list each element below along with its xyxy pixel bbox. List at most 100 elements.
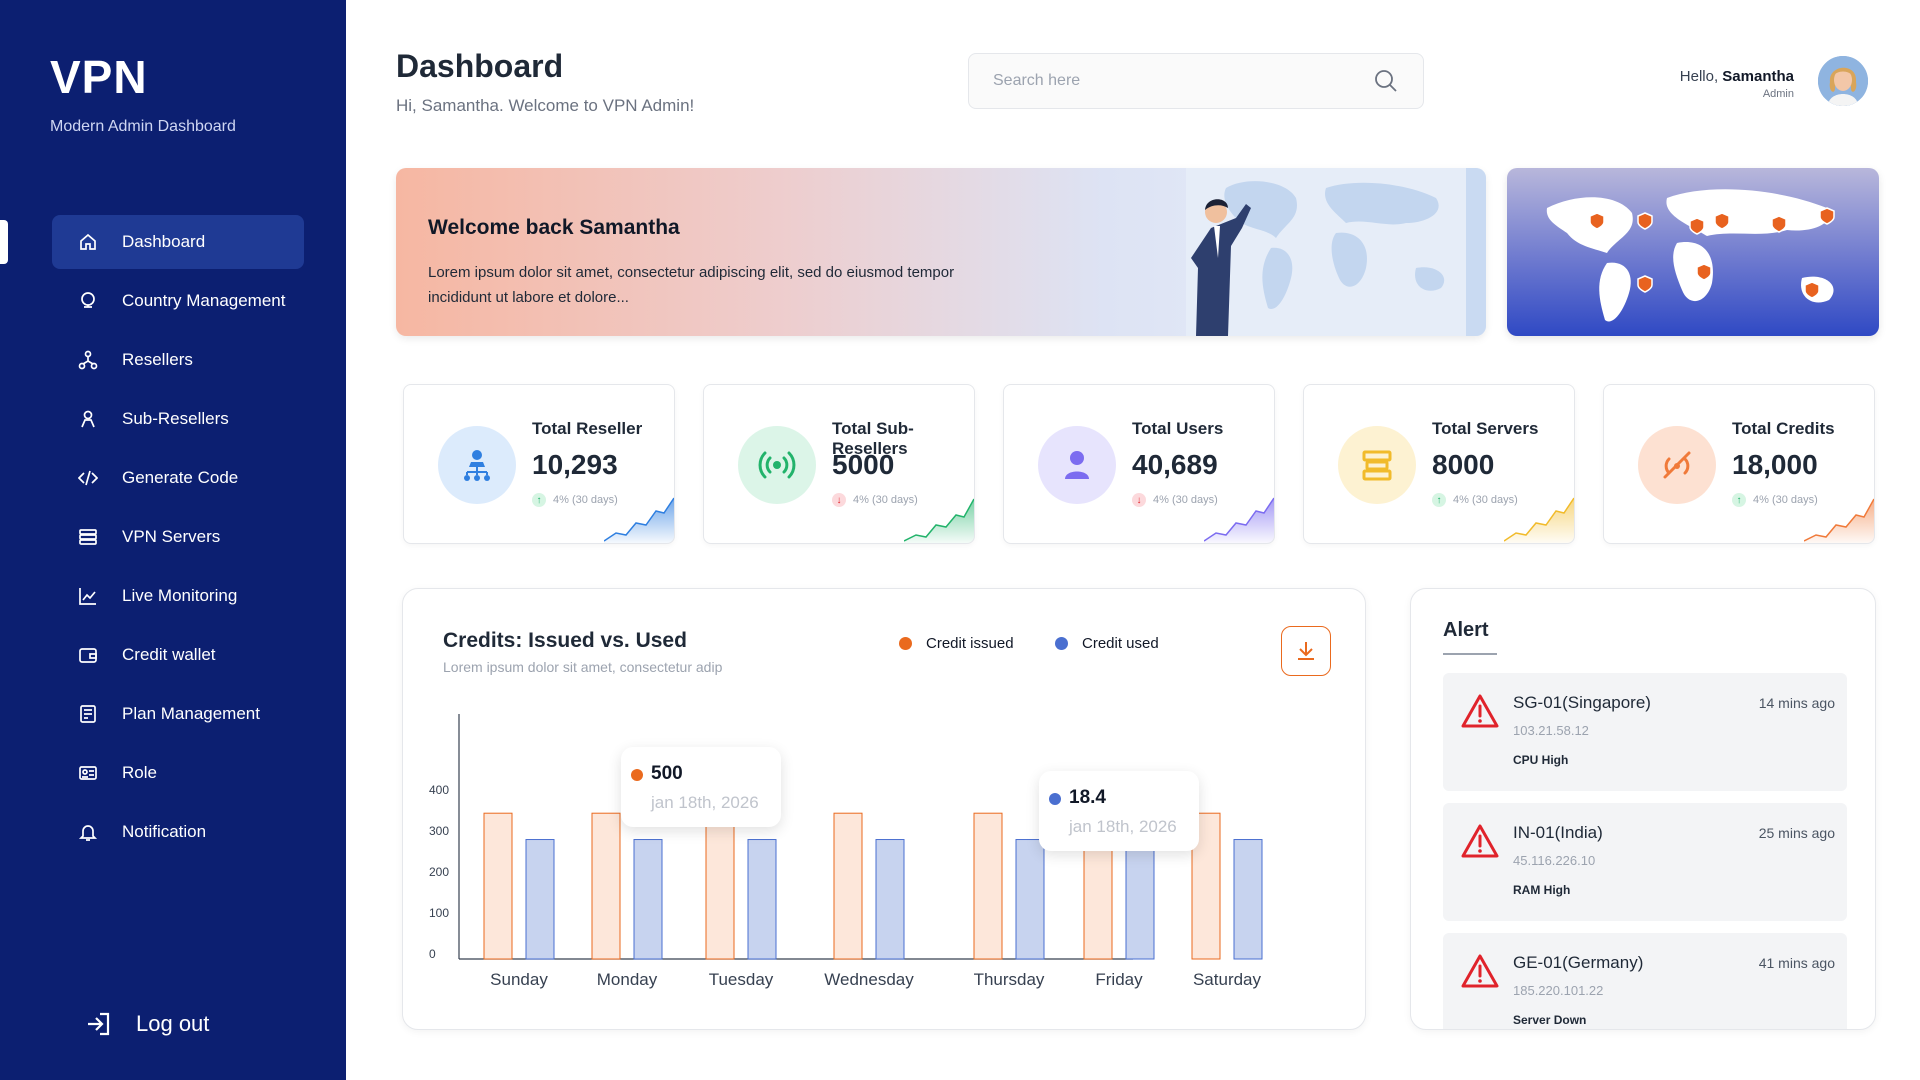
stat-value: 18,000: [1732, 449, 1818, 480]
code-icon: [78, 468, 98, 488]
banner-title: Welcome back Samantha: [428, 216, 680, 239]
alert-server-name: SG-01(Singapore): [1513, 693, 1651, 712]
legend-label: Credit issued: [926, 635, 1014, 652]
server-map-card[interactable]: [1507, 168, 1879, 336]
alert-server-name: IN-01(India): [1513, 823, 1603, 842]
alert-ip: 185.220.101.22: [1513, 983, 1604, 998]
sidebar-item-label: Dashboard: [122, 232, 206, 251]
sidebar-item-live-monitoring[interactable]: Live Monitoring: [52, 569, 304, 623]
logout-button[interactable]: Log out: [84, 1010, 209, 1038]
stat-card-total-sub-resellers[interactable]: Total Sub-Resellers 5000 ↓ 4% (30 days): [703, 384, 975, 544]
bar-credit-issued: [483, 812, 513, 960]
sidebar-item-label: Notification: [122, 822, 207, 841]
stat-card-total-users[interactable]: Total Users 40,689 ↓ 4% (30 days): [1003, 384, 1275, 544]
sidebar-item-role[interactable]: Role: [52, 746, 304, 800]
presenter-world-map-illustration: [1186, 168, 1486, 336]
search-input[interactable]: [993, 72, 1373, 90]
logout-icon: [88, 1012, 110, 1036]
no-signal-icon: [1638, 426, 1716, 504]
user-name: Samantha: [1722, 68, 1794, 85]
clipboard-icon: [78, 704, 98, 724]
stat-value: 5000: [832, 449, 895, 480]
tooltip-dot: [1049, 793, 1061, 805]
x-tick-label: Wednesday: [824, 970, 914, 989]
stat-card-total-reseller[interactable]: Total Reseller 10,293 ↑ 4% (30 days): [403, 384, 675, 544]
sidebar-item-sub-resellers[interactable]: Sub-Resellers: [52, 392, 304, 446]
bar-credit-used: [875, 839, 905, 960]
bar-credit-issued: [833, 812, 863, 960]
legend-label: Credit used: [1082, 635, 1159, 652]
warning-icon: [1461, 694, 1499, 728]
alert-time: 25 mins ago: [1758, 825, 1835, 841]
bell-icon: [78, 822, 98, 842]
stat-trend: ↑ 4% (30 days): [1432, 493, 1518, 507]
alert-time: 14 mins ago: [1758, 695, 1835, 711]
x-tick-label: Saturday: [1193, 970, 1262, 989]
sidebar-item-resellers[interactable]: Resellers: [52, 333, 304, 387]
bar-credit-used: [633, 839, 663, 960]
alert-panel: Alert SG-01(Singapore) 14 mins ago 103.2…: [1410, 588, 1876, 1030]
chart-title: Credits: Issued vs. Used: [443, 629, 687, 652]
stat-card-total-credits[interactable]: Total Credits 18,000 ↑ 4% (30 days): [1603, 384, 1875, 544]
world-map-illustration: [1546, 189, 1835, 322]
sidebar-item-label: Sub-Resellers: [122, 409, 229, 428]
tooltip-date: jan 18th, 2026: [651, 793, 759, 812]
stat-trend: ↓ 4% (30 days): [1132, 493, 1218, 507]
banner-text: Lorem ipsum dolor sit amet, consectetur …: [428, 264, 955, 306]
warning-icon: [1461, 954, 1499, 988]
y-tick-label: 200: [429, 865, 449, 879]
alert-title: Alert: [1443, 619, 1489, 641]
download-button[interactable]: [1281, 626, 1331, 676]
bar-credit-issued: [973, 812, 1003, 960]
sidebar-item-generate-code[interactable]: Generate Code: [52, 451, 304, 505]
sidebar-item-label: Credit wallet: [122, 645, 216, 664]
stat-trend-text: 4% (30 days): [553, 494, 618, 506]
alert-server-name: GE-01(Germany): [1513, 953, 1644, 972]
warning-icon: [1461, 824, 1499, 858]
page-title: Dashboard: [396, 48, 564, 84]
wallet-icon: [78, 645, 98, 665]
bar-credit-issued: [591, 812, 621, 960]
sidebar-nav: Dashboard Country Management Resellers S…: [52, 215, 304, 864]
brand-subtitle: Modern Admin Dashboard: [50, 118, 236, 135]
credits-chart-card: 0 100 200 300 400 Sunday Monday Tuesday Wednesda…: [402, 588, 1366, 1030]
alert-item[interactable]: SG-01(Singapore) 14 mins ago 103.21.58.1…: [1443, 673, 1847, 791]
y-tick-label: 100: [429, 906, 449, 920]
sidebar-item-dashboard[interactable]: Dashboard: [52, 215, 304, 269]
alert-item[interactable]: IN-01(India) 25 mins ago 45.116.226.10 R…: [1443, 803, 1847, 921]
alert-status: CPU High: [1513, 753, 1569, 767]
stat-value: 10,293: [532, 449, 618, 480]
stat-sparkline: [1804, 498, 1874, 543]
legend-dot: [899, 637, 912, 650]
user-role: Admin: [1762, 88, 1794, 100]
sidebar: VPN Modern Admin Dashboard Dashboard Cou…: [0, 0, 346, 1080]
alert-item[interactable]: GE-01(Germany) 41 mins ago 185.220.101.2…: [1443, 933, 1847, 1029]
trend-up-icon: ↑: [1432, 493, 1446, 507]
server-icon: [78, 527, 98, 547]
trend-down-icon: ↓: [1132, 493, 1146, 507]
y-tick-label: 0: [429, 947, 436, 961]
sidebar-item-credit-wallet[interactable]: Credit wallet: [52, 628, 304, 682]
sidebar-item-label: VPN Servers: [122, 527, 221, 546]
sidebar-item-country-management[interactable]: Country Management: [52, 274, 304, 328]
tooltip-dot: [631, 769, 643, 781]
sidebar-item-label: Resellers: [122, 350, 193, 369]
sidebar-item-plan-management[interactable]: Plan Management: [52, 687, 304, 741]
chart-tooltip-used: 18.4 jan 18th, 2026: [1039, 771, 1199, 851]
search-icon[interactable]: [1373, 68, 1399, 94]
alert-ip: 103.21.58.12: [1513, 723, 1589, 738]
y-tick-label: 400: [429, 783, 449, 797]
bar-credit-issued: [705, 812, 735, 960]
avatar[interactable]: [1818, 56, 1868, 106]
sidebar-item-vpn-servers[interactable]: VPN Servers: [52, 510, 304, 564]
stat-sparkline: [904, 498, 974, 543]
stat-label: Total Reseller: [532, 419, 643, 438]
bar-credit-used: [1233, 839, 1263, 960]
sidebar-item-notification[interactable]: Notification: [52, 805, 304, 859]
stat-card-total-servers[interactable]: Total Servers 8000 ↑ 4% (30 days): [1303, 384, 1575, 544]
active-nav-marker: [0, 220, 8, 264]
sidebar-item-label: Live Monitoring: [122, 586, 238, 605]
stat-value: 40,689: [1132, 449, 1218, 480]
trend-up-icon: ↑: [1732, 493, 1746, 507]
bar-credit-used: [525, 839, 555, 960]
